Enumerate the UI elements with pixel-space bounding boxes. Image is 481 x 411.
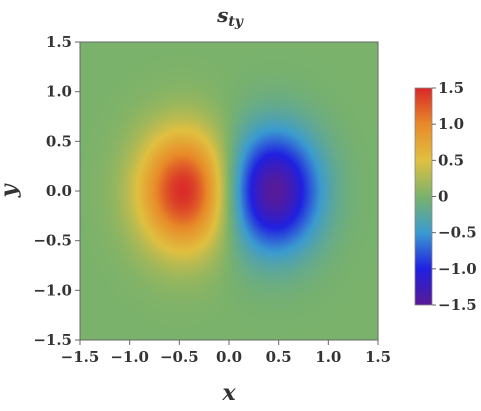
y-tick-label: 1.0 — [46, 83, 72, 101]
chart-title: sty — [216, 3, 244, 30]
y-axis-title: y — [0, 182, 22, 198]
colorbar-tick-label: 0.5 — [438, 151, 464, 169]
colorbar-gradient — [414, 87, 433, 306]
colorbar-tick-label: 1.0 — [438, 115, 464, 133]
x-tick-label: −0.5 — [160, 348, 199, 366]
y-axis-ticks: 1.5 1.0 0.5 0.0 −0.5 −1.0 −1.5 — [33, 33, 80, 349]
colorbar: 1.5 1.0 0.5 0 −0.5 −1.0 −1.5 — [414, 79, 477, 314]
y-tick-label: −1.0 — [33, 281, 72, 299]
colorbar-tick-label: 0 — [438, 188, 448, 206]
x-tick-label: −1.0 — [110, 348, 149, 366]
heatmap-image — [80, 42, 378, 340]
colorbar-ticks: 1.5 1.0 0.5 0 −0.5 −1.0 −1.5 — [432, 79, 477, 314]
y-tick-label: −1.5 — [33, 331, 72, 349]
x-tick-label: 0.0 — [216, 348, 242, 366]
heatmap — [80, 42, 378, 340]
y-tick-label: −0.5 — [33, 232, 72, 250]
x-tick-label: 1.0 — [315, 348, 341, 366]
colorbar-tick-label: 1.5 — [438, 79, 464, 97]
x-tick-label: −1.5 — [61, 348, 100, 366]
colorbar-tick-label: −0.5 — [438, 224, 477, 242]
colorbar-tick-label: −1.5 — [438, 296, 477, 314]
x-axis-title: x — [221, 380, 236, 406]
chart-title-subscript: ty — [228, 14, 243, 30]
x-axis-ticks: −1.5 −1.0 −0.5 0.0 0.5 1.0 1.5 — [61, 340, 391, 366]
x-tick-label: 1.5 — [365, 348, 391, 366]
y-tick-label: 1.5 — [46, 33, 72, 51]
x-tick-label: 0.5 — [266, 348, 292, 366]
y-tick-label: 0.0 — [46, 182, 72, 200]
y-tick-label: 0.5 — [46, 132, 72, 150]
colorbar-tick-label: −1.0 — [438, 260, 477, 278]
